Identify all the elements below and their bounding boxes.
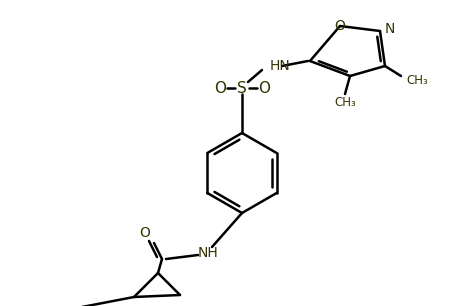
Text: CH₃: CH₃: [334, 95, 356, 109]
Text: O: O: [258, 80, 270, 95]
Text: S: S: [237, 80, 247, 95]
Text: NH: NH: [197, 246, 218, 260]
Text: O: O: [140, 226, 151, 240]
Text: O: O: [214, 80, 226, 95]
Text: N: N: [385, 22, 395, 36]
Text: O: O: [334, 19, 345, 33]
Text: CH₃: CH₃: [406, 73, 428, 87]
Text: HN: HN: [270, 59, 291, 73]
